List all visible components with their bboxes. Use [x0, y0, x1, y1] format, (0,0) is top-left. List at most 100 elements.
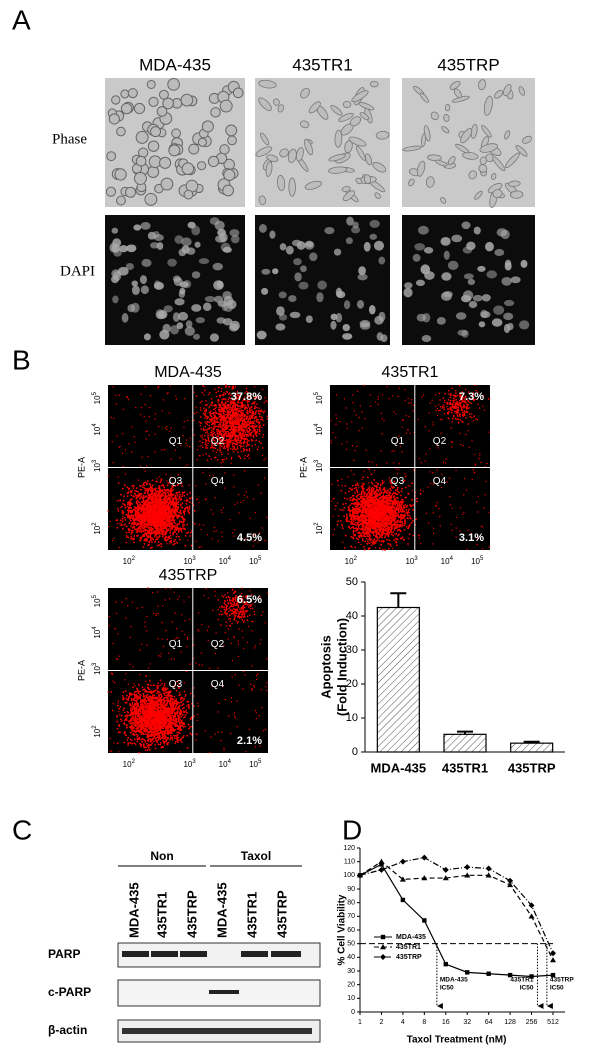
event	[233, 409, 235, 411]
event	[393, 529, 396, 531]
event	[163, 491, 166, 494]
event	[208, 406, 211, 409]
event	[170, 476, 172, 479]
event	[164, 509, 167, 511]
event	[189, 437, 192, 439]
event	[165, 473, 167, 475]
event	[193, 434, 196, 436]
cell	[342, 190, 355, 202]
event	[194, 485, 197, 487]
event	[148, 513, 151, 516]
nucleus	[518, 320, 530, 330]
event	[248, 430, 251, 432]
event	[363, 546, 365, 548]
event	[205, 447, 207, 449]
event	[253, 403, 256, 405]
event	[186, 500, 189, 502]
event	[134, 528, 136, 531]
event	[185, 503, 188, 505]
event	[223, 392, 225, 394]
event	[215, 530, 217, 532]
event	[256, 428, 259, 431]
event	[241, 412, 243, 415]
event	[250, 414, 252, 416]
event	[148, 532, 151, 535]
event	[130, 451, 133, 453]
event	[148, 415, 150, 418]
nucleus	[440, 236, 451, 246]
cell	[427, 154, 442, 162]
event	[139, 413, 142, 416]
nucleus	[118, 245, 129, 253]
event	[142, 524, 145, 527]
event	[184, 398, 186, 400]
event	[234, 426, 236, 429]
nucleus	[412, 253, 421, 262]
cell	[479, 143, 498, 153]
cell	[266, 154, 279, 162]
nucleus	[356, 299, 365, 309]
event	[201, 400, 203, 403]
event	[136, 499, 139, 502]
event	[127, 493, 129, 495]
event	[160, 509, 163, 512]
event	[366, 535, 368, 537]
event	[119, 499, 121, 501]
micrograph	[255, 78, 390, 207]
event	[139, 513, 142, 516]
nucleus	[343, 300, 351, 310]
event	[178, 495, 181, 498]
event	[246, 428, 248, 431]
event	[221, 398, 224, 401]
event	[163, 486, 166, 489]
event	[153, 506, 156, 508]
event	[107, 510, 109, 512]
event	[343, 547, 346, 549]
event	[172, 499, 175, 502]
event	[256, 419, 258, 421]
nucleus	[131, 280, 138, 287]
event	[204, 434, 206, 437]
event	[161, 449, 163, 451]
event	[120, 493, 122, 496]
event	[342, 503, 345, 506]
event	[234, 442, 236, 445]
event	[193, 509, 196, 512]
event	[159, 535, 161, 537]
event	[149, 484, 152, 486]
event	[254, 413, 256, 416]
nucleus	[291, 239, 302, 247]
event	[407, 543, 409, 545]
event	[237, 411, 239, 413]
event	[142, 513, 145, 516]
event	[126, 495, 129, 498]
event	[134, 494, 136, 496]
event	[176, 523, 179, 526]
event	[167, 491, 169, 494]
event	[227, 414, 230, 416]
event	[179, 527, 182, 529]
event	[404, 496, 407, 499]
cell	[363, 174, 372, 185]
event	[166, 392, 168, 395]
cell	[108, 113, 120, 125]
event	[127, 506, 130, 509]
nucleus	[179, 281, 189, 288]
panel-label: B	[12, 344, 31, 375]
event	[151, 501, 154, 504]
event	[131, 510, 134, 512]
event	[127, 512, 130, 515]
event	[228, 393, 230, 395]
event	[158, 476, 160, 478]
event	[334, 505, 337, 507]
event	[200, 445, 202, 447]
event	[353, 523, 356, 526]
event	[251, 420, 254, 423]
event	[236, 447, 239, 450]
event	[130, 491, 133, 494]
event	[219, 422, 221, 425]
event	[227, 444, 230, 447]
event	[164, 427, 166, 429]
event	[160, 525, 163, 528]
cell	[338, 112, 354, 122]
